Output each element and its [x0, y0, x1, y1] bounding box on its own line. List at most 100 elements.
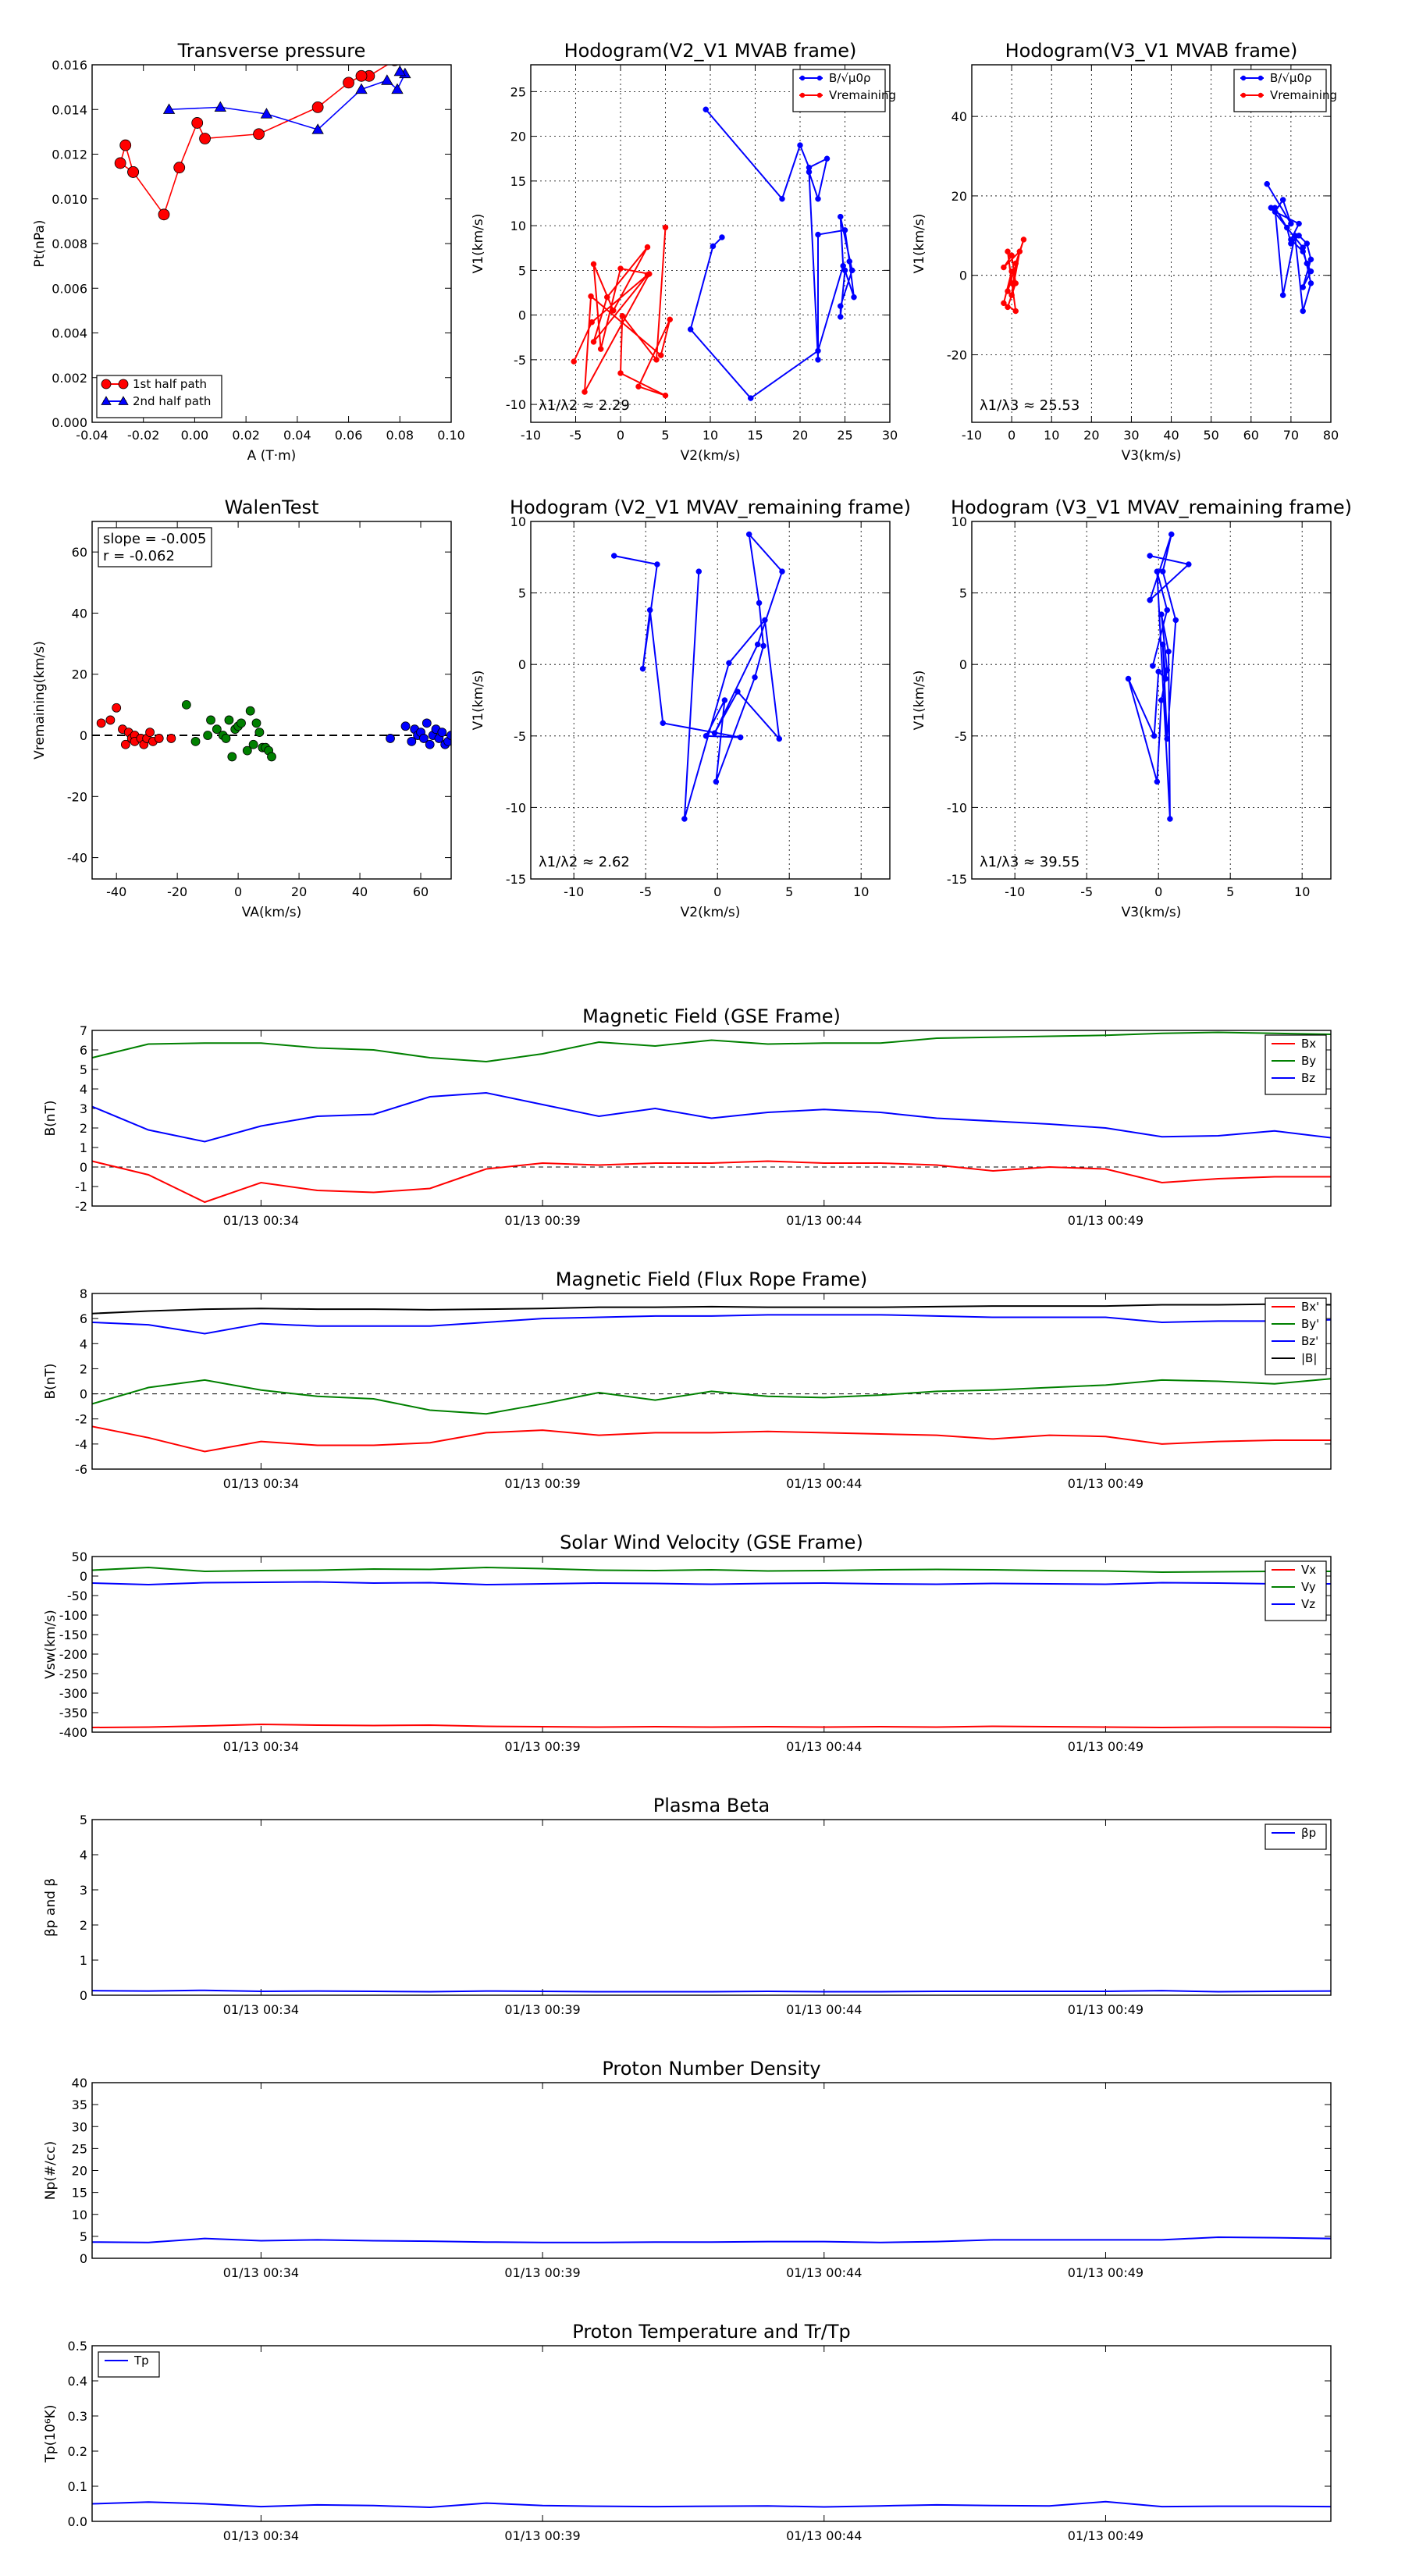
- y-axis-label: βp and β: [43, 1878, 59, 1937]
- data-point: [799, 92, 806, 98]
- plot-title: Magnetic Field (Flux Rope Frame): [556, 1268, 867, 1290]
- y-tick-label: 40: [72, 606, 87, 621]
- data-point: [588, 293, 594, 300]
- plot-title: Proton Temperature and Tr/Tp: [572, 2321, 850, 2343]
- data-point: [407, 736, 417, 746]
- data-point: [311, 123, 324, 134]
- y-tick-label: 20: [72, 2164, 87, 2179]
- x-tick-label: -10: [1005, 884, 1025, 899]
- legend-label: B/√μ0ρ: [1270, 71, 1312, 85]
- data-layer: [96, 699, 451, 762]
- x-tick-label: 60: [413, 884, 429, 899]
- data-point: [154, 734, 164, 743]
- x-tick-label: 01/13 00:34: [223, 1739, 299, 1754]
- y-tick-label: -5: [514, 353, 526, 368]
- x-tick-label: 01/13 00:49: [1068, 2528, 1144, 2543]
- series-1: [181, 699, 276, 762]
- plot-title: Hodogram(V2_V1 MVAB frame): [564, 40, 857, 62]
- series-line: [92, 1581, 1331, 1586]
- data-point: [1154, 568, 1161, 575]
- y-tick-label: 0.012: [52, 148, 87, 162]
- data-point: [1296, 220, 1302, 227]
- data-point: [748, 395, 754, 401]
- data-point: [1012, 308, 1019, 315]
- data-point: [806, 169, 813, 176]
- y-tick-label: 50: [72, 1550, 87, 1564]
- x-tick-label: 01/13 00:34: [223, 2002, 299, 2017]
- data-point: [1164, 735, 1170, 742]
- data-point: [710, 243, 717, 250]
- y-tick-label: 0: [959, 269, 967, 283]
- annotation-text: λ1/λ3 ≈ 39.55: [980, 854, 1080, 870]
- legend-label: Bx': [1301, 1300, 1319, 1314]
- y-tick-label: 0.3: [68, 2409, 87, 2424]
- data-point: [687, 326, 694, 333]
- data-point: [391, 65, 399, 66]
- plot-frame: [91, 2082, 1332, 2259]
- x-tick-label: 25: [837, 428, 852, 443]
- plot-title: Transverse pressure: [177, 40, 366, 62]
- y-tick-label: 6: [80, 1311, 87, 1326]
- data-point: [726, 660, 732, 667]
- data-point: [127, 165, 139, 178]
- data-point: [1300, 244, 1306, 251]
- data-point: [253, 128, 265, 141]
- data-point: [1164, 607, 1170, 614]
- data-point: [1005, 304, 1011, 311]
- y-axis-label: V1(km/s): [912, 671, 927, 731]
- y-axis-label: Vsw(km/s): [43, 1610, 59, 1679]
- x-tick-label: 80: [1323, 428, 1339, 443]
- y-tick-label: -350: [59, 1706, 87, 1720]
- y-tick-label: 0.0: [68, 2514, 87, 2529]
- data-point: [797, 142, 803, 148]
- y-tick-label: -250: [59, 1667, 87, 1681]
- legend-label: By': [1301, 1317, 1319, 1331]
- y-tick-label: 4: [80, 1082, 87, 1097]
- y-tick-label: 25: [72, 2141, 87, 2156]
- series-line: [92, 1160, 1331, 1204]
- y-axis-label: Pt(nPa): [32, 220, 48, 268]
- series-Bx': [92, 1425, 1331, 1453]
- stats-line: r = -0.062: [103, 548, 175, 564]
- data-point: [662, 392, 669, 399]
- data-point: [118, 396, 129, 405]
- data-point: [590, 261, 597, 268]
- x-tick-label: 10: [702, 428, 718, 443]
- x-tick-label: 20: [1083, 428, 1099, 443]
- series-Vremaining: [571, 224, 673, 399]
- legend-label: Vz: [1301, 1597, 1315, 1611]
- y-tick-label: -10: [506, 800, 526, 815]
- series-By': [92, 1378, 1331, 1415]
- x-tick-label: 0.04: [283, 428, 311, 443]
- y-tick-label: -20: [67, 789, 87, 804]
- x-tick-label: -5: [570, 428, 582, 443]
- data-point: [203, 731, 213, 740]
- data-point: [1001, 300, 1007, 307]
- data-layer: [610, 531, 785, 822]
- data-point: [145, 728, 155, 738]
- data-point: [1284, 224, 1290, 231]
- data-point: [391, 83, 404, 94]
- series-line: [1127, 534, 1190, 820]
- y-tick-label: 0.4: [68, 2374, 87, 2389]
- x-tick-label: 01/13 00:49: [1068, 1476, 1144, 1491]
- data-point: [1307, 280, 1314, 286]
- x-tick-label: 0: [1154, 884, 1162, 899]
- x-tick-label: 50: [1203, 428, 1218, 443]
- x-tick-label: 0.08: [386, 428, 414, 443]
- data-point: [112, 703, 122, 713]
- data-point: [221, 734, 231, 743]
- y-tick-label: -5: [955, 729, 967, 744]
- plot-title: Hodogram (V2_V1 MVAV_remaining frame): [510, 496, 911, 518]
- data-point: [173, 162, 186, 174]
- y-tick-label: 0.008: [52, 237, 87, 251]
- data-point: [838, 303, 844, 309]
- data-point: [114, 157, 126, 169]
- series-line: [92, 2236, 1331, 2243]
- x-tick-label: 01/13 00:44: [786, 2265, 862, 2280]
- x-tick-label: 40: [1163, 428, 1179, 443]
- data-point: [816, 92, 823, 98]
- x-tick-label: -0.02: [127, 428, 159, 443]
- data-point: [838, 314, 844, 320]
